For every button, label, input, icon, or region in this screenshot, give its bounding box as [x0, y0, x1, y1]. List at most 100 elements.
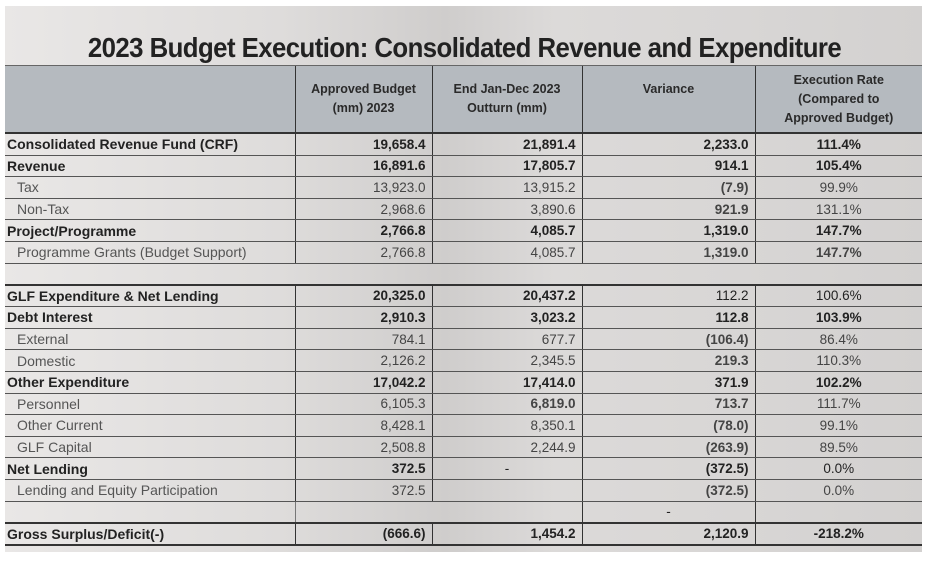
- header-outturn: End Jan-Dec 2023 Outturn (mm): [431, 65, 582, 134]
- rate-cell: 0.0%: [754, 479, 922, 502]
- rate-cell: 147.7%: [754, 219, 922, 242]
- rate-cell: 103.9%: [754, 306, 922, 329]
- rate-cell: 110.3%: [754, 349, 922, 372]
- spacer-row: -: [5, 501, 922, 524]
- approved-cell: 2,126.2: [294, 349, 432, 372]
- approved-cell: 13,923.0: [294, 176, 432, 199]
- table-row: Programme Grants (Budget Support) 2,766.…: [5, 241, 922, 264]
- approved-cell: [294, 501, 432, 524]
- rate-cell: 99.1%: [754, 414, 922, 437]
- approved-cell: 19,658.4: [294, 133, 432, 156]
- table-header-row: Approved Budget (mm) 2023 End Jan-Dec 202…: [5, 65, 922, 134]
- rate-cell: 100.6%: [754, 284, 922, 308]
- variance-cell: 914.1: [581, 155, 755, 178]
- rate-cell: 0.0%: [754, 457, 922, 480]
- table-row-total: Gross Surplus/Deficit(-) (666.6) 1,454.2…: [5, 522, 922, 547]
- header-variance: Variance: [581, 65, 755, 134]
- outturn-cell: 3,023.2: [431, 306, 582, 329]
- variance-cell: 112.2: [581, 284, 755, 308]
- table-row: Project/Programme 2,766.8 4,085.7 1,319.…: [5, 219, 922, 242]
- variance-cell: 921.9: [581, 198, 755, 221]
- rate-cell: 147.7%: [754, 241, 922, 264]
- variance-cell: (78.0): [581, 414, 755, 437]
- rate-cell: 89.5%: [754, 436, 922, 459]
- approved-cell: 6,105.3: [294, 393, 432, 416]
- outturn-cell: 2,244.9: [431, 436, 582, 459]
- variance-cell: (372.5): [581, 457, 755, 480]
- table-row: Consolidated Revenue Fund (CRF) 19,658.4…: [5, 133, 922, 156]
- outturn-cell: 1,454.2: [431, 522, 582, 547]
- table-row: Lending and Equity Participation 372.5 (…: [5, 479, 922, 502]
- row-label: GLF Expenditure & Net Lending: [5, 284, 295, 308]
- approved-cell: 16,891.6: [294, 155, 432, 178]
- budget-table: Approved Budget (mm) 2023 End Jan-Dec 202…: [5, 65, 922, 547]
- row-label: Project/Programme: [5, 219, 295, 242]
- variance-cell: 1,319.0: [581, 241, 755, 264]
- variance-cell: 2,120.9: [581, 522, 755, 547]
- rate-cell: 111.7%: [754, 393, 922, 416]
- approved-cell: 2,508.8: [294, 436, 432, 459]
- approved-cell: 20,325.0: [294, 284, 432, 308]
- outturn-cell: 2,345.5: [431, 349, 582, 372]
- outturn-cell: [431, 479, 582, 502]
- rate-cell: 111.4%: [754, 133, 922, 156]
- table-row: Net Lending 372.5 - (372.5) 0.0%: [5, 457, 922, 480]
- rate-cell: 131.1%: [754, 198, 922, 221]
- row-label: Revenue: [5, 155, 295, 178]
- table-row: Tax 13,923.0 13,915.2 (7.9) 99.9%: [5, 176, 922, 199]
- rate-cell: [754, 501, 922, 524]
- table-row: Domestic 2,126.2 2,345.5 219.3 110.3%: [5, 349, 922, 372]
- table-row: Non-Tax 2,968.6 3,890.6 921.9 131.1%: [5, 198, 922, 221]
- approved-cell: 2,766.8: [294, 219, 432, 242]
- row-label: Non-Tax: [5, 198, 295, 221]
- rate-cell: 99.9%: [754, 176, 922, 199]
- row-label: Personnel: [5, 393, 295, 416]
- approved-cell: 17,042.2: [294, 371, 432, 394]
- row-label: Other Current: [5, 414, 295, 437]
- table-row: Other Expenditure 17,042.2 17,414.0 371.…: [5, 371, 922, 394]
- table-row: Revenue 16,891.6 17,805.7 914.1 105.4%: [5, 155, 922, 178]
- variance-cell: 713.7: [581, 393, 755, 416]
- approved-cell: 372.5: [294, 479, 432, 502]
- row-label: Net Lending: [5, 457, 295, 480]
- variance-cell: (7.9): [581, 176, 755, 199]
- table-row: Personnel 6,105.3 6,819.0 713.7 111.7%: [5, 393, 922, 416]
- outturn-cell: 4,085.7: [431, 241, 582, 264]
- variance-cell: (263.9): [581, 436, 755, 459]
- variance-cell: 1,319.0: [581, 219, 755, 242]
- rate-cell: -218.2%: [754, 522, 922, 547]
- rate-cell: 105.4%: [754, 155, 922, 178]
- approved-cell: 784.1: [294, 328, 432, 351]
- row-label: Other Expenditure: [5, 371, 295, 394]
- variance-cell: (372.5): [581, 479, 755, 502]
- page-title: 2023 Budget Execution: Consolidated Reve…: [87, 32, 842, 63]
- row-label: [5, 501, 295, 524]
- spacer-row: [5, 263, 922, 286]
- table-row: GLF Expenditure & Net Lending 20,325.0 2…: [5, 284, 922, 308]
- outturn-cell: 21,891.4: [431, 133, 582, 156]
- header-approved-budget: Approved Budget (mm) 2023: [294, 65, 432, 134]
- variance-cell: 371.9: [581, 371, 755, 394]
- outturn-cell: 17,414.0: [431, 371, 582, 394]
- header-execution-rate: Execution Rate (Compared to Approved Budge…: [754, 65, 922, 134]
- outturn-cell: 13,915.2: [431, 176, 582, 199]
- row-label: Debt Interest: [5, 306, 295, 329]
- table-row: Debt Interest 2,910.3 3,023.2 112.8 103.…: [5, 306, 922, 329]
- outturn-cell: -: [431, 457, 582, 480]
- outturn-cell: 6,819.0: [431, 393, 582, 416]
- row-label: Domestic: [5, 349, 295, 372]
- table-row: External 784.1 677.7 (106.4) 86.4%: [5, 328, 922, 351]
- approved-cell: (666.6): [294, 522, 432, 547]
- table-row: Other Current 8,428.1 8,350.1 (78.0) 99.…: [5, 414, 922, 437]
- outturn-cell: 4,085.7: [431, 219, 582, 242]
- variance-cell: 219.3: [581, 349, 755, 372]
- approved-cell: 372.5: [294, 457, 432, 480]
- variance-cell: (106.4): [581, 328, 755, 351]
- outturn-cell: 3,890.6: [431, 198, 582, 221]
- outturn-cell: 8,350.1: [431, 414, 582, 437]
- row-label: Lending and Equity Participation: [5, 479, 295, 502]
- rate-cell: 102.2%: [754, 371, 922, 394]
- outturn-cell: 677.7: [431, 328, 582, 351]
- row-label: Consolidated Revenue Fund (CRF): [5, 133, 295, 156]
- variance-cell: 112.8: [581, 306, 755, 329]
